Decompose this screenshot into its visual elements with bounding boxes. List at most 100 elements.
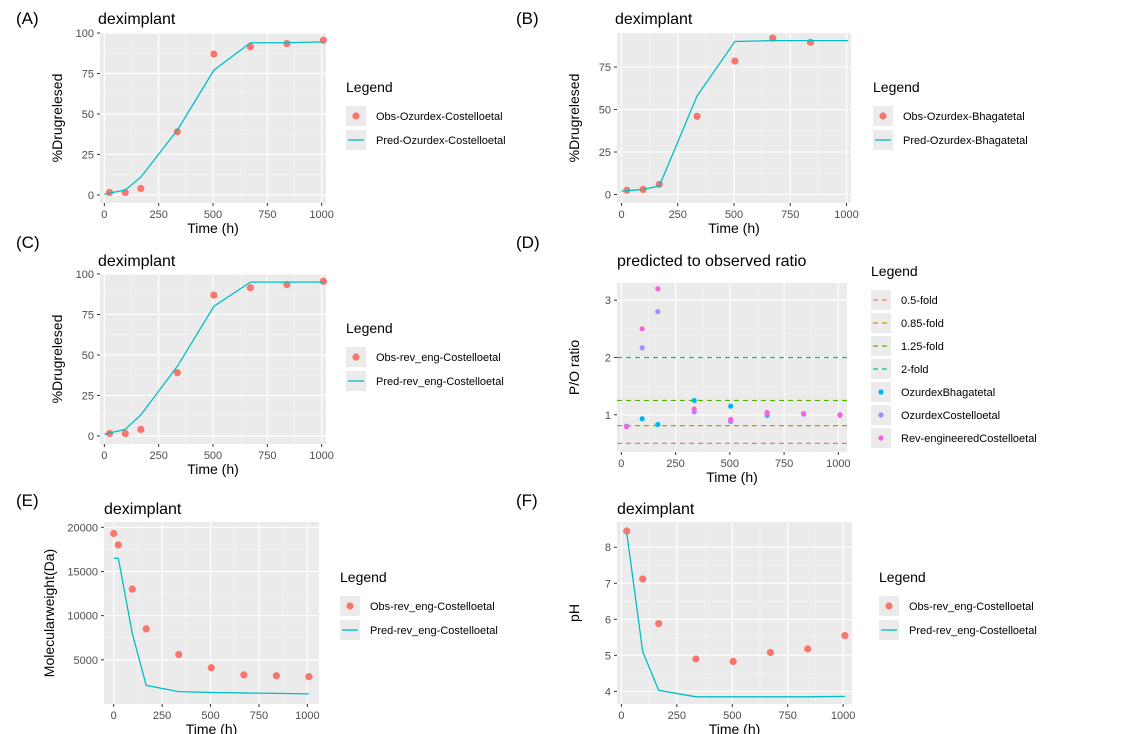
data-point — [804, 645, 812, 653]
legend-key-point — [346, 602, 354, 610]
legend-title: Legend — [879, 569, 926, 585]
x-tick-label: 1000 — [826, 458, 850, 470]
x-tick-label: 250 — [153, 710, 171, 722]
data-point — [121, 429, 129, 438]
chart-title: deximplant — [104, 501, 182, 518]
x-tick-label: 1000 — [295, 710, 319, 722]
legend-entry-label: Rev-engineeredCostelloetal — [901, 433, 1037, 445]
data-point — [655, 286, 661, 292]
legend-entry-label: 0.85-fold — [901, 318, 944, 330]
y-tick-label: 50 — [599, 105, 611, 117]
data-point — [655, 421, 661, 428]
data-point — [110, 529, 118, 538]
legend-entry-label: 2-fold — [901, 364, 929, 376]
chart-title: deximplant — [617, 501, 695, 518]
legend-entry-label: Obs-Ozurdex-Costelloetal — [376, 111, 503, 123]
chart-panel-d: (D) predicted to observed ratio 0 250 500 750… — [516, 233, 1037, 485]
data-point — [801, 411, 807, 417]
x-tick-label: 250 — [149, 209, 167, 221]
data-point — [246, 43, 254, 51]
y-axis-label: Molecularweight(Da) — [41, 549, 57, 677]
legend-key-point — [878, 389, 884, 395]
y-axis-label: %Drugrelesed — [566, 74, 582, 163]
panel-label: (A) — [16, 9, 39, 28]
chart-title: deximplant — [98, 253, 176, 270]
y-tick-label: 4 — [605, 686, 611, 698]
legend-title: Legend — [346, 320, 393, 336]
y-tick-label: 25 — [82, 390, 94, 402]
chart-panel-c: (C) deximplant 0 250 500 750 1000 0 25 50 75 100 Tim… — [16, 233, 504, 477]
y-axis-label: pH — [566, 604, 582, 622]
panel-label: (E) — [16, 491, 39, 510]
y-tick-label: 20000 — [67, 522, 98, 534]
predicted-line — [626, 532, 845, 698]
y-tick-label: 3 — [605, 295, 611, 307]
chart-panel-a: (A) deximplant 0 250 500 750 1000 0 25 50 75 100 Tim… — [16, 9, 506, 236]
y-tick-label: 100 — [76, 269, 94, 281]
chart-title: predicted to observed ratio — [617, 253, 807, 270]
x-tick-label: 750 — [779, 710, 797, 722]
data-point — [806, 38, 815, 46]
x-axis-label: Time (h) — [706, 469, 758, 485]
predicted-line — [104, 41, 324, 195]
data-point — [691, 406, 697, 412]
data-point — [272, 672, 280, 680]
legend-title: Legend — [346, 79, 393, 95]
legend-key-point — [878, 435, 884, 441]
data-point — [283, 39, 291, 48]
x-tick-label: 0 — [618, 458, 624, 470]
x-tick-label: 0 — [111, 710, 117, 722]
x-tick-label: 1000 — [831, 710, 855, 722]
chart-panel-f: (F) deximplant 0 250 500 750 1000 4 5 6 7 8 Time (h)… — [516, 491, 1037, 734]
x-tick-label: 0 — [618, 710, 624, 722]
y-axis-label: %Drugrelesed — [49, 74, 65, 163]
legend-entry-label: OzurdexBhagatetal — [901, 387, 995, 399]
data-point — [764, 409, 770, 416]
y-tick-label: 0 — [88, 431, 94, 443]
data-point — [639, 575, 647, 583]
data-point — [210, 50, 218, 58]
x-tick-label: 750 — [775, 458, 793, 470]
x-tick-label: 750 — [250, 710, 268, 722]
data-point — [841, 631, 849, 640]
data-point — [173, 128, 181, 136]
data-point — [623, 527, 631, 535]
legend-entry-label: Obs-rev_eng-Costelloetal — [376, 352, 501, 364]
data-point — [769, 34, 777, 42]
legend-entry-label: 1.25-fold — [901, 341, 944, 353]
x-tick-label: 500 — [201, 710, 219, 722]
legend-key-point — [352, 112, 360, 120]
legend-key-point — [878, 412, 884, 418]
x-tick-label: 500 — [721, 458, 739, 470]
data-point — [114, 541, 122, 549]
data-point — [137, 425, 145, 434]
x-axis-label: Time (h) — [187, 220, 239, 236]
x-tick-label: 500 — [725, 209, 743, 221]
x-tick-label: 250 — [669, 209, 687, 221]
data-point — [128, 585, 136, 593]
data-point — [639, 416, 645, 422]
x-tick-label: 1000 — [309, 450, 333, 462]
data-point — [639, 345, 645, 351]
panel-label: (F) — [516, 491, 538, 510]
data-point — [173, 369, 181, 377]
legend-entry-label: Obs-Ozurdex-Bhagatetal — [903, 111, 1025, 123]
legend-key-point — [352, 353, 360, 361]
data-point — [207, 664, 215, 672]
data-point — [655, 620, 663, 628]
x-tick-label: 500 — [723, 710, 741, 722]
data-point — [319, 277, 327, 285]
chart-title: deximplant — [615, 11, 693, 28]
data-point — [728, 403, 734, 409]
y-tick-label: 10000 — [67, 611, 98, 623]
y-tick-label: 1 — [605, 410, 611, 422]
x-axis-label: Time (h) — [186, 721, 238, 734]
y-tick-label: 8 — [605, 542, 611, 554]
data-point — [729, 657, 737, 666]
data-point — [319, 36, 327, 44]
y-tick-label: 5 — [605, 650, 611, 662]
x-tick-label: 500 — [204, 450, 222, 462]
legend-key-background — [871, 359, 891, 379]
x-tick-label: 250 — [668, 710, 686, 722]
chart-panel-e: (E) deximplant 0 250 500 750 1000 5000 10000 1500… — [16, 491, 498, 734]
